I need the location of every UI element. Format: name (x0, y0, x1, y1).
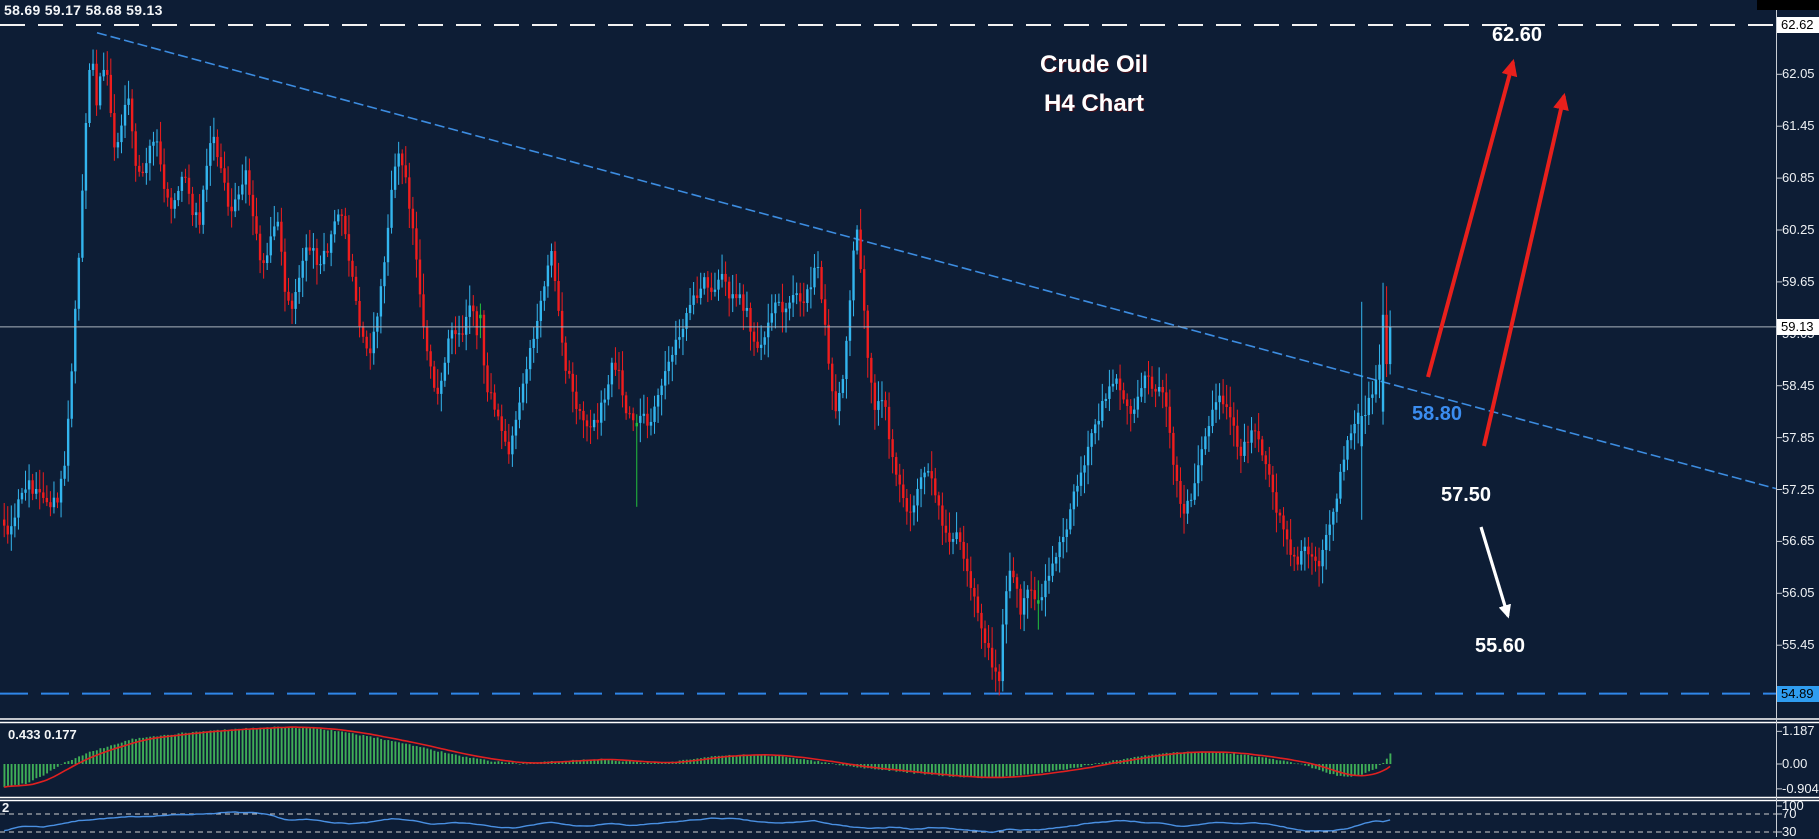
price-tick-label: 62.05 (1782, 66, 1815, 82)
price-tick-label: 58.45 (1782, 377, 1815, 393)
rsi-tick-label: 30 (1782, 824, 1797, 839)
price-tick-label: 57.85 (1782, 429, 1815, 445)
bear-arrow[interactable] (1479, 526, 1511, 619)
price-tick-label: 56.05 (1782, 585, 1815, 601)
rsi-tick-label: 100 (1782, 798, 1804, 813)
price-tick-label: 55.45 (1782, 637, 1815, 653)
bull-arrow-1[interactable] (1426, 58, 1518, 378)
macd-histogram (3, 726, 1392, 788)
annotation-level-58-80[interactable]: 58.80 (1411, 403, 1463, 425)
price-box-62.62: 62.62 (1777, 17, 1819, 33)
annotation-target-62-60[interactable]: 62.60 (1491, 24, 1543, 46)
price-tick-label: 60.25 (1782, 222, 1815, 237)
rsi-line (4, 811, 1391, 834)
window-corner-strip (1757, 0, 1819, 10)
macd-tick-label: 1.187 (1782, 723, 1815, 739)
bull-arrow-2[interactable] (1482, 92, 1569, 447)
rsi-panel-label: 2 (2, 800, 10, 815)
macd-tick-label: 0.00 (1782, 756, 1808, 771)
price-tick-label: 60.85 (1782, 170, 1815, 186)
chart-title-line1: Crude Oil (1039, 51, 1148, 78)
macd-signal-line (4, 726, 1391, 788)
annotation-level-57-50[interactable]: 57.50 (1440, 484, 1492, 506)
macd-tick-label: -0.904 (1782, 780, 1819, 796)
macd-values-label: 0.433 0.177 (8, 727, 77, 742)
price-tick-label: 59.65 (1782, 273, 1815, 289)
price-box-54.89: 54.89 (1777, 685, 1819, 702)
annotation-target-55-60[interactable]: 55.60 (1474, 635, 1526, 657)
ohlc-readout: 58.69 59.17 58.68 59.13 (4, 2, 163, 18)
price-tick-label: 56.65 (1782, 533, 1815, 549)
descending-trendline (96, 32, 1777, 490)
price-box-59.13: 59.13 (1777, 318, 1819, 335)
price-axis[interactable]: 62.0561.4560.8560.2559.6559.0558.4557.85… (1777, 0, 1819, 839)
chart-title-line2: H4 Chart (1043, 90, 1145, 117)
price-tick-label: 57.25 (1782, 481, 1815, 497)
rsi-tick-label: 70 (1782, 806, 1797, 821)
candles-layer (3, 49, 1392, 696)
price-tick-label: 61.45 (1782, 118, 1815, 134)
